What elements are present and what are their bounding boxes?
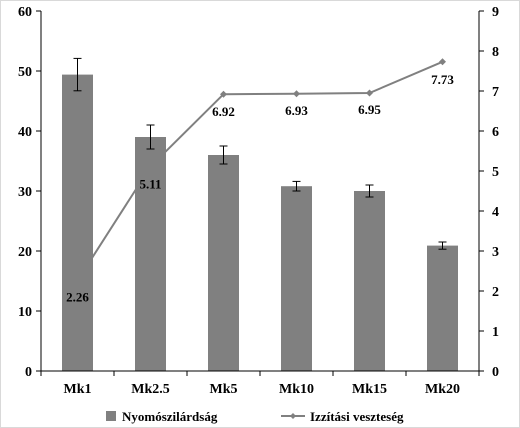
- y-right-tick-label: 7: [492, 85, 499, 100]
- bar-mk15: [354, 191, 385, 371]
- y-right-tick-label: 3: [492, 245, 499, 260]
- y-left-tick-label: 50: [18, 65, 32, 80]
- line-marker-mk10: [293, 90, 300, 98]
- x-tick-label-mk20: Mk20: [425, 382, 460, 397]
- y-left-tick-label: 10: [18, 305, 32, 320]
- x-tick-label-mk1: Mk1: [64, 382, 92, 397]
- line-marker-mk15: [366, 89, 373, 97]
- x-tick-label-mk5: Mk5: [210, 382, 238, 397]
- data-label-mk20: 7.73: [431, 72, 454, 87]
- line-izzitasi-veszteseg: [76, 60, 443, 282]
- y-right-tick-label: 1: [492, 325, 499, 340]
- x-tick-label-mk2.5: Mk2.5: [131, 382, 170, 397]
- y-right-tick-label: 0: [492, 365, 499, 380]
- line-marker-mk20: [439, 58, 446, 66]
- y-right-tick-label: 2: [492, 285, 499, 300]
- y-left-tick-label: 40: [18, 125, 32, 140]
- y-left-tick-label: 30: [18, 185, 32, 200]
- y-right-tick-label: 4: [492, 205, 499, 220]
- line-marker-mk5: [220, 90, 227, 98]
- data-label-mk2.5: 5.11: [139, 177, 161, 192]
- line-marker-mk1: [74, 277, 81, 285]
- data-label-mk10: 6.93: [285, 103, 308, 118]
- bar-mk20: [427, 245, 458, 371]
- x-tick-label-mk10: Mk10: [279, 382, 314, 397]
- line-marker-mk2.5: [147, 163, 154, 171]
- legend-marker-izzitasi-veszteseg: [290, 413, 296, 419]
- data-label-mk15: 6.95: [358, 102, 381, 117]
- y-left-tick-label: 60: [18, 5, 32, 20]
- y-left-tick-label: 0: [25, 365, 32, 380]
- data-label-mk5: 6.92: [212, 104, 235, 119]
- legend-label-nyomoszilardsag: Nyomószilárdság: [122, 409, 218, 424]
- bar-mk10: [281, 186, 312, 371]
- bar-mk1: [62, 74, 93, 371]
- y-right-tick-label: 9: [492, 5, 499, 20]
- legend-swatch-nyomoszilardsag: [106, 411, 116, 421]
- y-right-tick-label: 5: [492, 165, 499, 180]
- y-right-tick-label: 8: [492, 45, 499, 60]
- legend-label-izzitasi-veszteseg: Izzítási veszteség: [310, 409, 404, 424]
- y-right-tick-label: 6: [492, 125, 499, 140]
- y-left-tick-label: 20: [18, 245, 32, 260]
- x-tick-label-mk15: Mk15: [352, 382, 387, 397]
- bar-mk5: [208, 155, 239, 371]
- data-label-mk1: 2.26: [66, 290, 89, 305]
- bar-mk2.5: [135, 137, 166, 371]
